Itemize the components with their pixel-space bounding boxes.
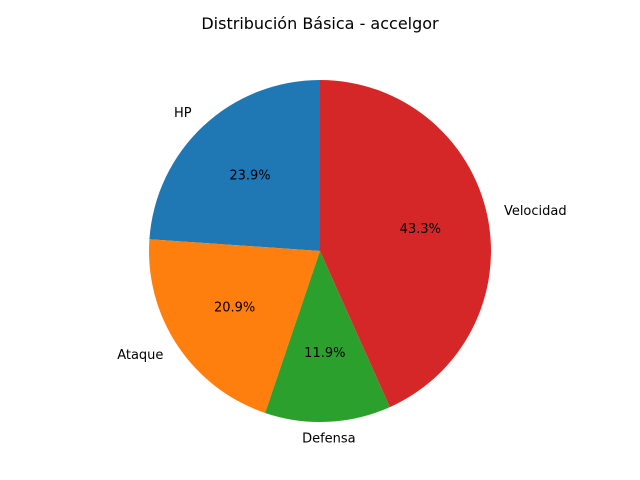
slice-label-velocidad: Velocidad [504,204,567,219]
slice-label-defensa: Defensa [302,431,356,446]
pct-label-defensa: 11.9% [304,346,345,361]
pie-slice-ataque [149,239,320,413]
pie-slice-velocidad [320,80,491,408]
slice-label-hp: HP [174,106,192,121]
pct-label-ataque: 20.9% [214,300,255,315]
chart-title: Distribución Básica - accelgor [201,14,439,33]
pct-label-hp: 23.9% [229,168,270,183]
pie-slice-hp [149,80,320,251]
slice-label-ataque: Ataque [117,348,163,363]
pct-label-velocidad: 43.3% [400,222,441,237]
pie-slice-defensa [265,251,390,422]
